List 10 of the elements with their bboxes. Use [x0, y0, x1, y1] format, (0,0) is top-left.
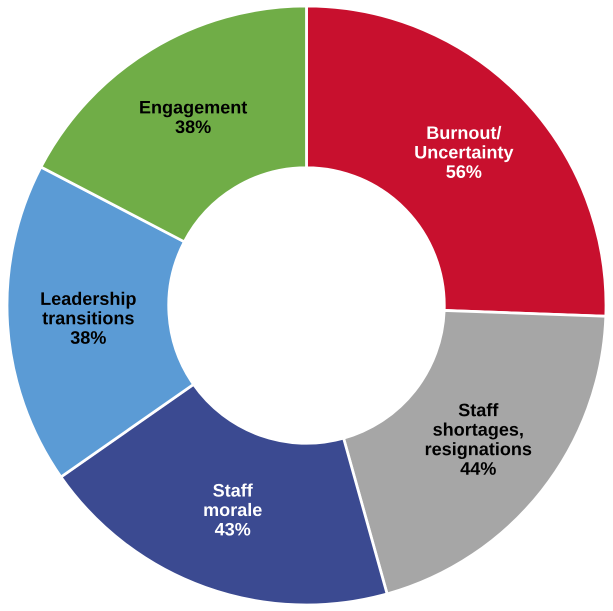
slice-label: Burnout/ Uncertainty [415, 126, 514, 162]
data-label: 44% [460, 462, 496, 475]
slice-label: Leadership transitions [41, 292, 136, 324]
slice-label: Staff morale [204, 483, 262, 516]
data-label: 38% [70, 331, 106, 344]
data-label: 56% [446, 165, 482, 178]
data-label: 38% [175, 120, 211, 134]
slice-label: Staff shortages, resignations [426, 403, 532, 459]
slice-label: Engagement [140, 100, 248, 118]
data-label: 43% [214, 522, 250, 536]
